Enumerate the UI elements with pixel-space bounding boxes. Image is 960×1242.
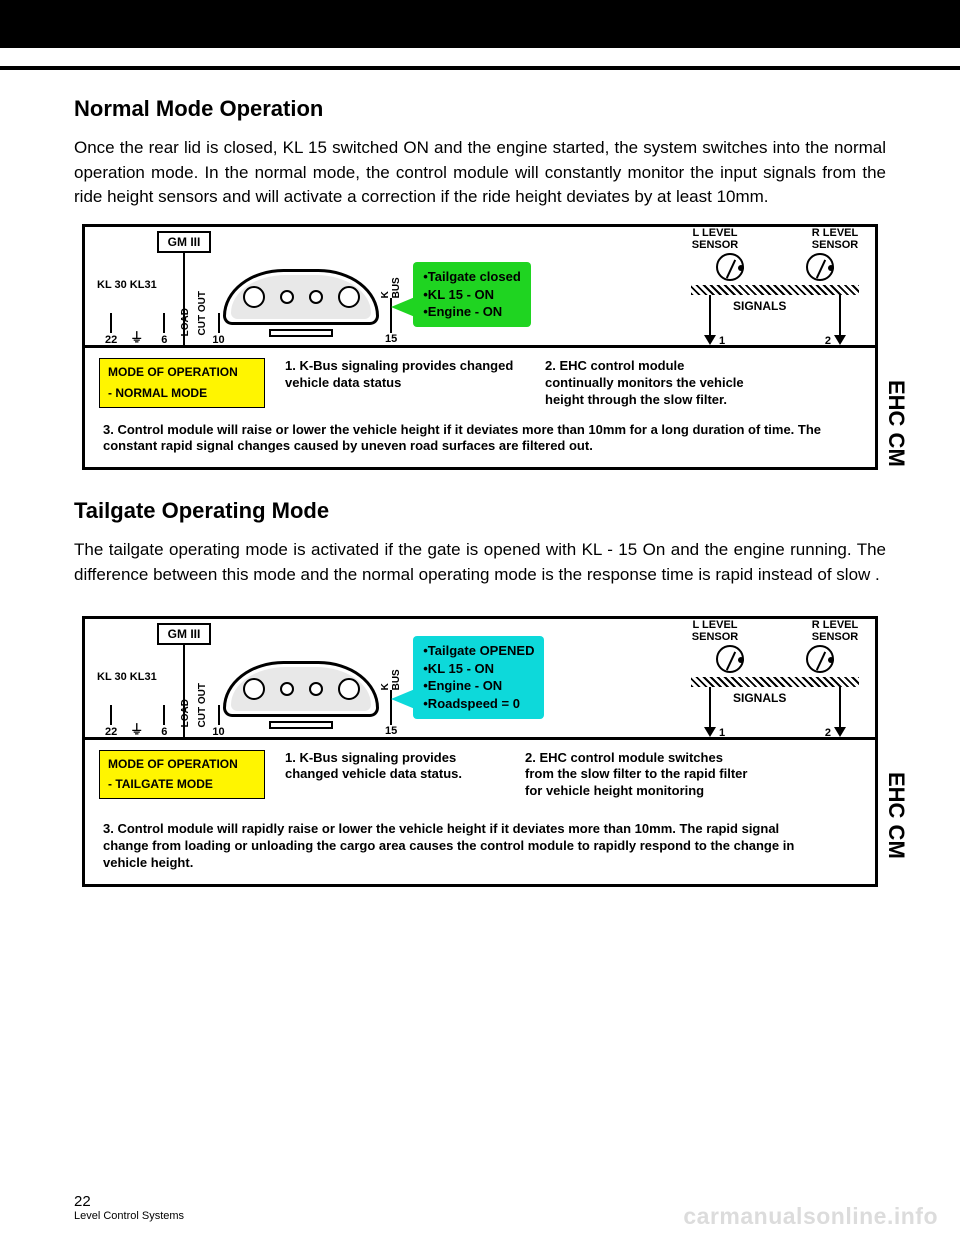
callout-tailgate-mode: •Tailgate OPENED •KL 15 - ON •Engine - O… xyxy=(413,636,544,718)
figure1-top: GM III KL 30 KL31 22 ⏚ 6 LOAD CUT OUT 10 xyxy=(85,227,875,345)
pin-15: 15 xyxy=(385,333,397,345)
signal-arrow-right xyxy=(839,687,841,735)
load-label: LOAD xyxy=(180,699,191,727)
kl-labels: KL 30 KL31 xyxy=(97,671,157,683)
load-label: LOAD xyxy=(180,308,191,336)
callout-line: •KL 15 - ON xyxy=(423,660,534,678)
pin-15: 15 xyxy=(385,725,397,737)
top-black-bar xyxy=(0,0,960,48)
ehc-cm-label: EHC CM xyxy=(883,772,909,859)
step-3-text: 3. Control module will rapidly raise or … xyxy=(99,821,861,872)
page: Normal Mode Operation Once the rear lid … xyxy=(0,0,960,1242)
mode-of-operation-box: MODE OF OPERATION - NORMAL MODE xyxy=(99,358,265,408)
cutout-label: CUT OUT xyxy=(197,291,208,335)
section1-heading: Normal Mode Operation xyxy=(74,96,886,122)
watermark: carmanualsonline.info xyxy=(683,1203,938,1230)
sensor-block: L LEVEL SENSOR R LEVEL SENSOR SIGNALS 1 … xyxy=(685,619,865,737)
signal-arrow-left xyxy=(709,687,711,735)
sensor-icon xyxy=(806,645,834,673)
figure-tailgate-mode: GM III KL 30 KL31 22 ⏚ 6 LOAD CUT OUT 10 xyxy=(82,616,878,887)
signal-arrow-right xyxy=(839,295,841,343)
callout-line: •KL 15 - ON xyxy=(423,286,521,304)
mode-of-operation-box: MODE OF OPERATION - TAILGATE MODE xyxy=(99,750,265,800)
gm-block: GM III KL 30 KL31 22 ⏚ 6 LOAD CUT OUT 10 xyxy=(95,619,215,737)
callout-line: •Roadspeed = 0 xyxy=(423,695,534,713)
pin-block: 22 ⏚ 6 LOAD CUT OUT 10 xyxy=(105,683,238,737)
section1-paragraph: Once the rear lid is closed, KL 15 switc… xyxy=(74,136,886,210)
figure1-body: EHC CM MODE OF OPERATION - NORMAL MODE 1… xyxy=(85,345,875,467)
callout-line: •Tailgate OPENED xyxy=(423,642,534,660)
figure2-body: EHC CM MODE OF OPERATION - TAILGATE MODE… xyxy=(85,737,875,884)
content-area: Normal Mode Operation Once the rear lid … xyxy=(0,70,960,887)
callout-line: •Engine - ON xyxy=(423,303,521,321)
l-level-sensor-label: L LEVEL SENSOR xyxy=(685,619,745,643)
kbus-label: K BUS xyxy=(380,275,402,298)
section2-paragraph: The tailgate operating mode is activated… xyxy=(74,538,886,587)
sensor-block: L LEVEL SENSOR R LEVEL SENSOR SIGNALS 1 … xyxy=(685,227,865,345)
gm-iii-label: GM III xyxy=(157,231,211,253)
page-number: 22 xyxy=(74,1193,184,1210)
step-1-text: 1. K-Bus signaling provides changed vehi… xyxy=(285,358,525,392)
gauge-cluster-icon xyxy=(223,651,379,729)
sensor-icon xyxy=(716,645,744,673)
figure2-top: GM III KL 30 KL31 22 ⏚ 6 LOAD CUT OUT 10 xyxy=(85,619,875,737)
gm-block: GM III KL 30 KL31 22 ⏚ 6 LOAD CUT OUT 10 xyxy=(95,227,215,345)
page-footer: 22 Level Control Systems xyxy=(74,1193,184,1222)
gm-iii-label: GM III xyxy=(157,623,211,645)
signal-arrow-left xyxy=(709,295,711,343)
l-level-sensor-label: L LEVEL SENSOR xyxy=(685,227,745,251)
step-1-text: 1. K-Bus signaling provides changed vehi… xyxy=(285,750,505,784)
section2-heading: Tailgate Operating Mode xyxy=(74,498,886,524)
callout-line: •Engine - ON xyxy=(423,677,534,695)
callout-normal-mode: •Tailgate closed •KL 15 - ON •Engine - O… xyxy=(413,262,531,327)
pin-block: 22 ⏚ 6 LOAD CUT OUT 10 xyxy=(105,291,238,345)
sensor-icon xyxy=(716,253,744,281)
kl-labels: KL 30 KL31 xyxy=(97,279,157,291)
kbus-label: K BUS xyxy=(380,667,402,690)
ground-icon: ⏚ xyxy=(130,724,144,738)
figure-normal-mode: GM III KL 30 KL31 22 ⏚ 6 LOAD CUT OUT 10 xyxy=(82,224,878,470)
pin-22: 22 xyxy=(105,705,117,738)
mode-title: MODE OF OPERATION xyxy=(108,364,256,381)
mode-value: - TAILGATE MODE xyxy=(108,776,256,793)
sensor-icon xyxy=(806,253,834,281)
mode-value: - NORMAL MODE xyxy=(108,385,256,402)
r-level-sensor-label: R LEVEL SENSOR xyxy=(805,619,865,643)
hatch-bar xyxy=(691,677,859,687)
signals-label: SIGNALS xyxy=(733,691,786,705)
r-level-sensor-label: R LEVEL SENSOR xyxy=(805,227,865,251)
signals-label: SIGNALS xyxy=(733,299,786,313)
pin-6: 6 xyxy=(161,313,167,346)
footer-title: Level Control Systems xyxy=(74,1210,184,1222)
cutout-label: CUT OUT xyxy=(197,683,208,727)
callout-line: •Tailgate closed xyxy=(423,268,521,286)
gauge-cluster-icon xyxy=(223,259,379,337)
hatch-bar xyxy=(691,285,859,295)
ehc-cm-label: EHC CM xyxy=(883,380,909,467)
pin-22: 22 xyxy=(105,313,117,346)
pin-6: 6 xyxy=(161,705,167,738)
mode-title: MODE OF OPERATION xyxy=(108,756,256,773)
ground-icon: ⏚ xyxy=(130,332,144,346)
step-3-text: 3. Control module will raise or lower th… xyxy=(99,422,861,456)
step-2-text: 2. EHC control module continually monito… xyxy=(545,358,755,409)
step-2-text: 2. EHC control module switches from the … xyxy=(525,750,755,801)
